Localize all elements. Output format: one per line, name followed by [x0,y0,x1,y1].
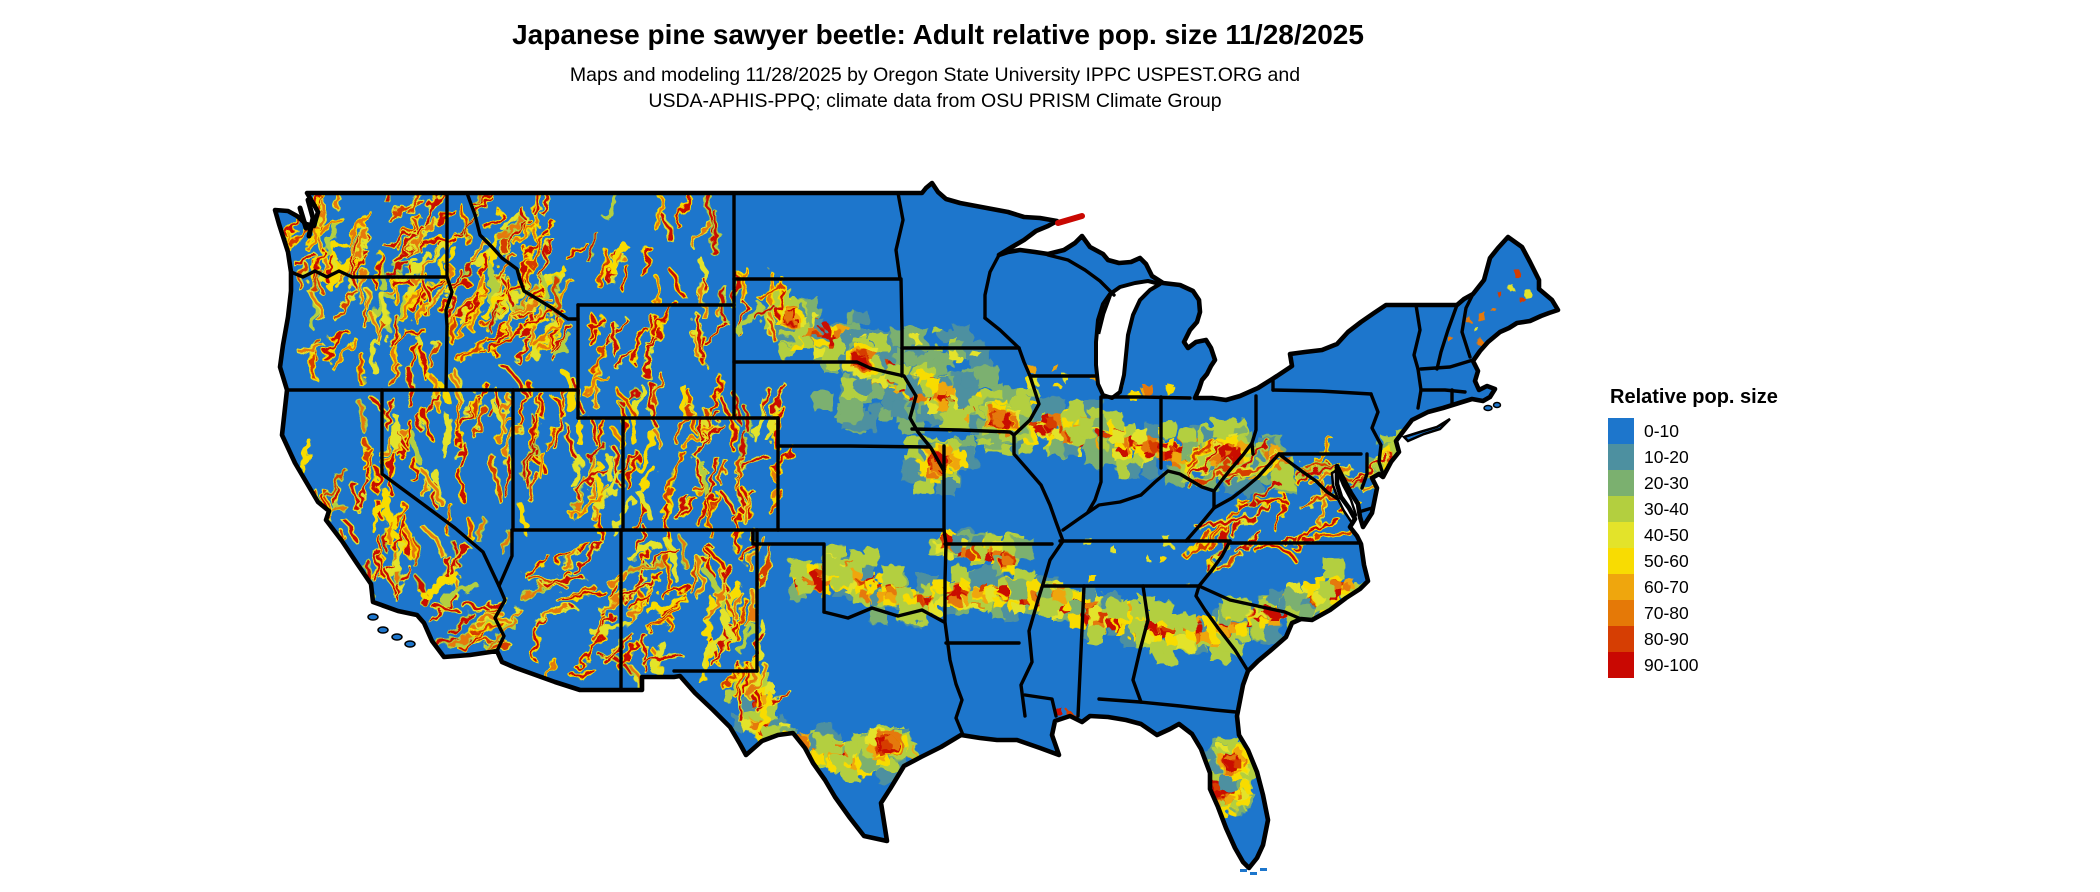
legend-swatch-10-20 [1608,444,1634,470]
legend-swatch-50-60 [1608,548,1634,574]
subtitle-line-1: Maps and modeling 11/28/2025 by Oregon S… [569,64,1301,86]
legend-row: 10-20 [1608,444,1838,470]
legend-label: 10-20 [1644,446,1689,467]
legend-rows: 0-10 10-20 20-30 30-40 40-50 50-60 60-70 70-80 8… [1608,418,1838,678]
legend-swatch-90-100 [1608,652,1634,678]
legend-swatch-40-50 [1608,522,1634,548]
legend-swatch-20-30 [1608,470,1634,496]
islands [297,197,1502,875]
legend-swatch-30-40 [1608,496,1634,522]
marthas-vineyard [1483,404,1493,412]
legend-row: 50-60 [1608,548,1838,574]
legend-label: 90-100 [1644,654,1699,675]
channel-island [367,613,379,621]
channel-island [377,626,389,634]
puget-sound [297,197,316,239]
legend-row: 60-70 [1608,574,1838,600]
land-base [275,183,1558,868]
legend-label: 70-80 [1644,602,1689,623]
legend-swatch-0-10 [1608,418,1634,444]
legend-row: 20-30 [1608,470,1838,496]
legend-row: 0-10 [1608,418,1838,444]
legend-swatch-60-70 [1608,574,1634,600]
florida-keys [1250,872,1257,875]
legend-label: 50-60 [1644,550,1689,571]
channel-island [404,640,416,648]
legend: Relative pop. size 0-10 10-20 20-30 30-40 40… [1608,386,1838,678]
legend-label: 80-90 [1644,628,1689,649]
legend-label: 30-40 [1644,498,1689,519]
legend-row: 40-50 [1608,522,1838,548]
long-island [1401,417,1451,443]
legend-row: 90-100 [1608,652,1838,678]
page-title: Japanese pine sawyer beetle: Adult relat… [512,19,1364,50]
legend-label: 60-70 [1644,576,1689,597]
legend-swatch-70-80 [1608,600,1634,626]
page-subtitle: Maps and modeling 11/28/2025 by Oregon S… [0,62,1870,114]
legend-row: 30-40 [1608,496,1838,522]
channel-island [391,633,403,641]
legend-label: 40-50 [1644,524,1689,545]
legend-row: 80-90 [1608,626,1838,652]
legend-label: 20-30 [1644,472,1689,493]
florida-keys [1260,868,1267,871]
isle-royale [1055,213,1085,226]
legend-label: 0-10 [1644,420,1680,441]
nantucket [1492,401,1502,409]
florida-keys [1240,869,1247,872]
lake-michigan [1094,279,1162,400]
legend-title: Relative pop. size [1610,386,1778,408]
state-borders [285,191,1475,737]
subtitle-line-2: USDA-APHIS-PPQ; climate data from OSU PR… [648,90,1222,112]
legend-swatch-80-90 [1608,626,1634,652]
national-border [272,180,1561,871]
legend-row: 70-80 [1608,600,1838,626]
green-bay [1097,291,1114,335]
